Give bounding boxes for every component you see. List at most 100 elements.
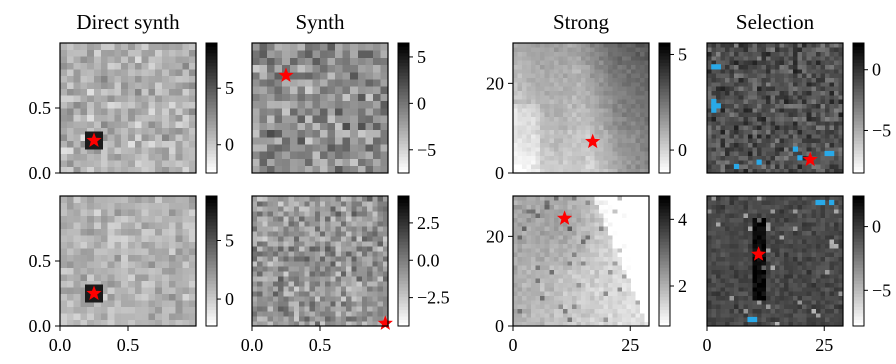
heatmap-cell — [765, 125, 771, 131]
heatmap-cell — [175, 62, 183, 70]
heatmap-cell — [267, 165, 276, 174]
colorbar-step — [206, 62, 217, 67]
heatmap-cell — [526, 235, 532, 240]
heatmap-cell — [788, 64, 794, 70]
heatmap-cell — [815, 164, 821, 170]
heatmap-cell — [60, 319, 68, 327]
heatmap-cell — [155, 95, 163, 102]
heatmap-cell — [630, 155, 636, 161]
heatmap-cell — [335, 251, 342, 257]
heatmap-cell — [351, 311, 358, 317]
heatmap-cell — [788, 313, 794, 318]
heatmap-cell — [617, 147, 623, 152]
heatmap-cell — [729, 69, 735, 74]
heatmap-cell — [567, 291, 573, 297]
heatmap-cell — [585, 308, 591, 314]
heatmap-cell — [141, 215, 149, 223]
heatmap-cell — [382, 301, 389, 307]
heatmap-cell — [626, 73, 632, 79]
heatmap-cell — [522, 121, 527, 126]
heatmap-cell — [720, 108, 726, 113]
heatmap-cell — [297, 100, 306, 109]
heatmap-cell — [531, 261, 537, 266]
heatmap-cell — [94, 153, 102, 161]
heatmap-cell — [107, 43, 115, 50]
heatmap-cell — [272, 281, 279, 287]
heatmap-cell — [630, 60, 636, 66]
heatmap-cell — [802, 56, 808, 61]
heatmap-cell — [513, 239, 518, 245]
heatmap-cell — [66, 114, 74, 122]
heatmap-cell — [562, 256, 568, 262]
heatmap-cell — [257, 311, 263, 317]
heatmap-cell — [635, 69, 641, 74]
heatmap-cell — [576, 300, 582, 305]
heatmap-cell — [626, 64, 632, 70]
heatmap-cell — [838, 125, 844, 131]
heatmap-cell — [770, 116, 776, 122]
heatmap-cell — [267, 206, 274, 212]
heatmap-cell — [612, 295, 618, 301]
heatmap-cell — [282, 50, 291, 58]
heatmap-cell — [594, 168, 600, 174]
heatmap-cell — [350, 115, 359, 123]
heatmap-cell — [342, 122, 351, 131]
heatmap-cell — [168, 287, 176, 294]
heatmap-cell — [335, 256, 342, 262]
heatmap-cell — [367, 261, 373, 267]
heatmap-cell — [189, 153, 197, 161]
heatmap-cell — [134, 147, 142, 154]
heatmap-cell — [314, 271, 321, 277]
colorbar-step — [398, 254, 409, 259]
heatmap-cell — [522, 151, 527, 157]
heatmap-cell — [788, 77, 794, 83]
heatmap-cell — [639, 304, 645, 310]
colorbar-step — [398, 241, 409, 246]
heatmap-cell — [535, 287, 541, 292]
heatmap-cell — [94, 202, 102, 210]
heatmap-cell — [581, 168, 586, 174]
heatmap-cell — [549, 168, 555, 174]
heatmap-cell — [752, 129, 758, 135]
heatmap-cell — [608, 300, 614, 305]
heatmap-cell — [571, 69, 577, 74]
heatmap-cell — [513, 142, 518, 148]
heatmap-cell — [522, 287, 527, 292]
heatmap-cell — [775, 69, 780, 74]
heatmap-cell — [553, 86, 559, 92]
heatmap-cell — [155, 261, 163, 268]
heatmap-cell — [617, 278, 623, 284]
heatmap-cell — [558, 64, 564, 70]
heatmap-cell — [114, 202, 122, 210]
heatmap-cell — [73, 306, 81, 314]
heatmap-cell — [522, 321, 527, 327]
heatmap-cell — [725, 160, 731, 165]
colorbar-step — [206, 134, 217, 138]
heatmap-cell — [756, 64, 762, 70]
heatmap-cell — [711, 151, 717, 157]
heatmap-cell — [635, 64, 641, 70]
heatmap-cell — [621, 230, 627, 236]
heatmap-cell — [544, 138, 550, 144]
heatmap-cell — [558, 308, 564, 314]
heatmap-cell — [87, 202, 95, 210]
heatmap-cell — [526, 51, 532, 57]
heatmap-cell — [252, 236, 258, 242]
heatmap-cell — [594, 222, 600, 227]
heatmap-cell — [289, 122, 298, 131]
heatmap-cell — [608, 321, 614, 327]
heatmap-cell — [544, 121, 550, 126]
heatmap-cell — [382, 261, 389, 267]
heatmap-cell — [60, 108, 68, 115]
colorbar-step — [853, 62, 864, 67]
heatmap-cell — [121, 293, 129, 301]
colorbar-step — [206, 199, 217, 203]
heatmap-cell — [779, 116, 785, 122]
heatmap-cell — [304, 256, 310, 262]
heatmap-cell — [594, 317, 600, 323]
heatmap-cell — [752, 51, 758, 57]
heatmap-cell — [282, 151, 291, 159]
colorbar-step — [206, 241, 217, 246]
heatmap-cell — [128, 82, 136, 89]
heatmap-cell — [590, 248, 595, 253]
